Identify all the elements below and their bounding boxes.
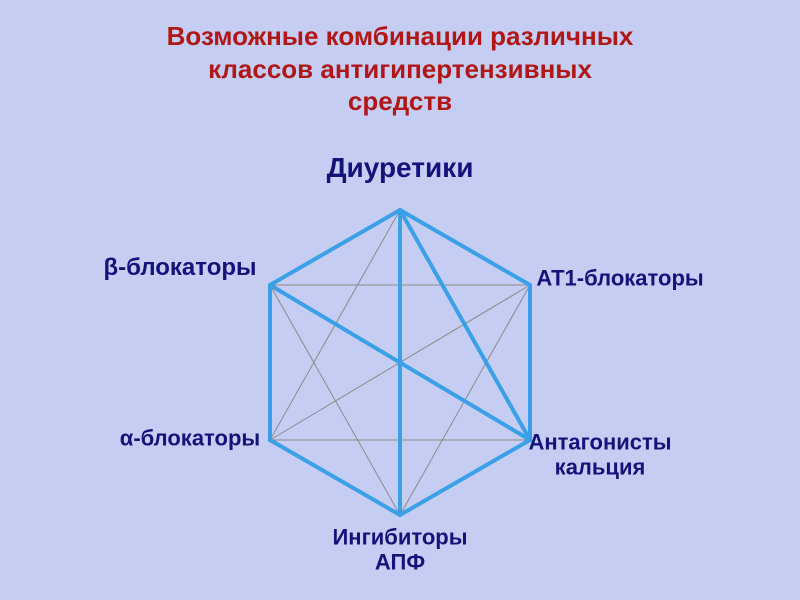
edge [270,210,400,285]
edge [270,285,400,515]
edge [400,210,530,440]
node-label-alpha: α-блокаторы [120,425,260,450]
node-label-beta: β-блокаторы [103,254,256,282]
node-label-ca: Антагонисты кальция [528,430,671,481]
node-label-ace: Ингибиторы АПФ [332,525,467,576]
node-label-diuretics: Диуретики [327,152,474,184]
node-label-at1: АТ1-блокаторы [536,265,703,290]
edge [400,440,530,515]
edge [270,440,400,515]
page-title: Возможные комбинации различных классов а… [0,20,800,118]
